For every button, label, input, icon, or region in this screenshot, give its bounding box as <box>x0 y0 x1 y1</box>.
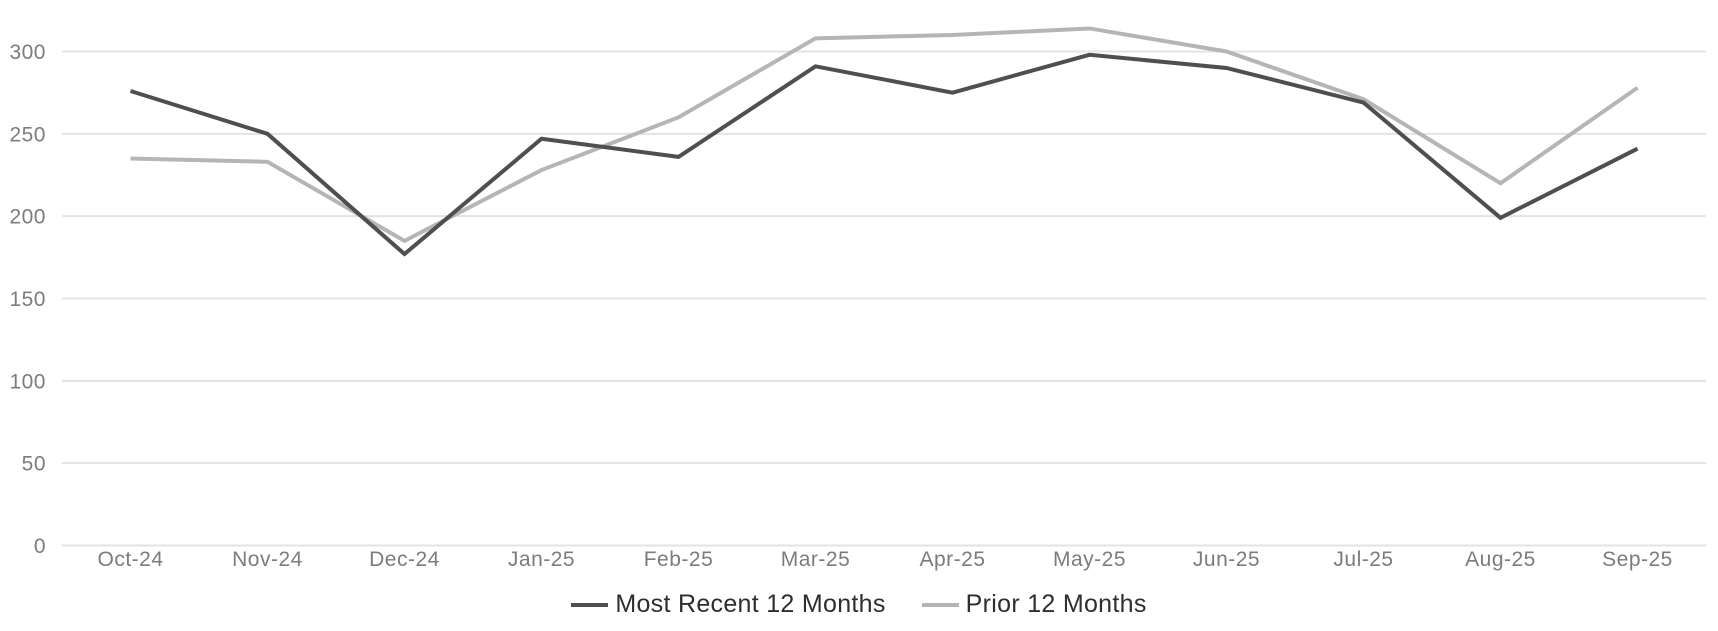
x-axis-tick-label: Sep-25 <box>1602 548 1673 571</box>
legend-item-most-recent-12-months[interactable]: Most Recent 12 Months <box>571 590 885 619</box>
legend-label-prior-12-months: Prior 12 Months <box>965 590 1147 618</box>
line-chart-canvas: 0 50 100 150 200 250 300 Oct-24 Nov-24 Dec-24 Jan-… <box>9 26 1706 571</box>
x-axis-tick-label: Nov-24 <box>232 548 303 571</box>
chart-legend: Most Recent 12 Months Prior 12 Months <box>0 590 1718 619</box>
y-axis-tick-label: 0 <box>34 535 46 558</box>
x-axis-tick-label: Jul-25 <box>1333 548 1393 571</box>
series-line-prior-12-months <box>130 26 1639 244</box>
y-axis-tick-label: 250 <box>9 123 46 146</box>
x-axis-tick-label: May-25 <box>1053 548 1126 571</box>
legend-line-swatch-icon <box>571 602 609 607</box>
legend-label-most-recent-12-months: Most Recent 12 Months <box>615 590 886 618</box>
x-axis-tick-label: Jan-25 <box>508 548 575 571</box>
x-axis-tick-label: Mar-25 <box>781 548 851 571</box>
x-axis-tick-label: Aug-25 <box>1465 548 1536 571</box>
x-axis-tick-label: Feb-25 <box>644 548 714 571</box>
y-axis-tick-label: 100 <box>9 370 46 393</box>
y-axis-tick-label: 50 <box>22 453 46 476</box>
legend-item-prior-12-months[interactable]: Prior 12 Months <box>921 590 1147 619</box>
series-line-most-recent-12-months <box>129 52 1639 257</box>
x-axis-tick-label: Dec-24 <box>369 548 440 571</box>
x-axis-tick-label: Apr-25 <box>919 548 985 571</box>
x-axis-tick-label: Oct-24 <box>97 548 163 571</box>
y-axis-tick-label: 200 <box>9 206 46 229</box>
legend-line-swatch-icon <box>921 602 959 607</box>
y-axis-tick-label: 150 <box>9 288 46 311</box>
x-axis-tick-label: Jun-25 <box>1193 548 1260 571</box>
y-axis-tick-label: 300 <box>9 41 46 64</box>
